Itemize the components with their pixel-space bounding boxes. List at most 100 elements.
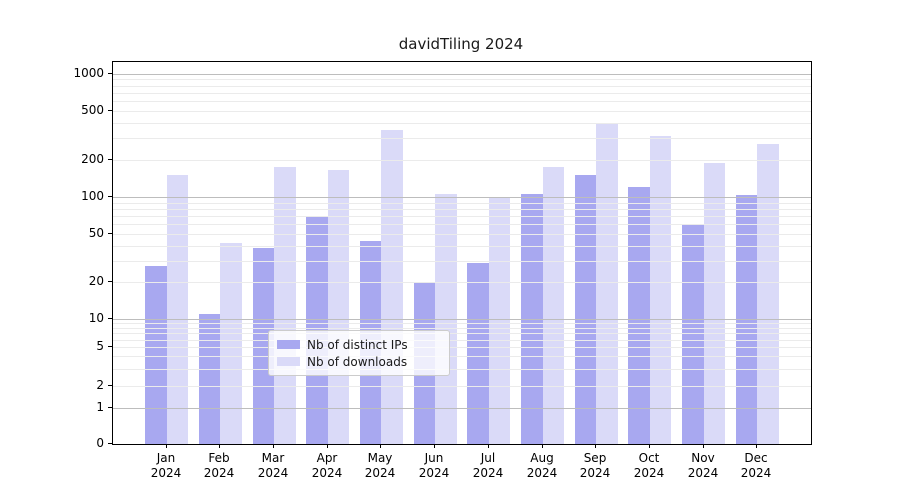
bar-distinct-ips-mar	[252, 248, 275, 444]
legend-label-distinct-ips: Nb of distinct IPs	[307, 337, 408, 352]
y-tick-mark	[108, 110, 112, 111]
gridline-minor	[113, 110, 811, 112]
plot-area	[112, 61, 812, 445]
x-tick-label-nov: Nov 2024	[687, 451, 719, 480]
gridline-minor	[113, 323, 811, 325]
gridline-minor	[113, 79, 811, 81]
bar-downloads-apr	[327, 170, 350, 444]
gridline-minor	[113, 122, 811, 124]
gridline-minor	[113, 233, 811, 235]
y-tick-label: 10	[88, 311, 104, 325]
x-tick-label-jan: Jan 2024	[150, 451, 182, 480]
x-tick-label-sep: Sep 2024	[579, 451, 611, 480]
x-tick-mark	[488, 444, 489, 448]
y-tick-label: 1000	[73, 66, 104, 80]
bar-downloads-aug	[542, 167, 565, 444]
gridline-minor	[113, 386, 811, 387]
y-tick-mark	[108, 407, 112, 408]
x-tick-label-aug: Aug 2024	[526, 451, 558, 480]
y-tick-mark	[108, 159, 112, 160]
bar-downloads-may	[381, 129, 403, 444]
gridline-minor	[113, 333, 811, 335]
bar-distinct-ips-jul	[467, 262, 489, 444]
y-tick-mark	[108, 233, 112, 234]
x-tick-label-jun: Jun 2024	[418, 451, 450, 480]
gridline-major	[113, 73, 811, 75]
x-tick-label-may: May 2024	[364, 451, 396, 480]
gridline-minor	[113, 282, 811, 284]
x-tick-mark	[703, 444, 704, 448]
bar-distinct-ips-oct	[628, 187, 650, 444]
x-tick-label-jul: Jul 2024	[472, 451, 504, 480]
bar-downloads-nov	[703, 162, 726, 444]
x-tick-label-apr: Apr 2024	[311, 451, 343, 480]
x-tick-mark	[434, 444, 435, 448]
gridline-minor	[113, 347, 811, 348]
y-tick-label: 0	[96, 436, 104, 450]
x-tick-mark	[542, 444, 543, 448]
y-tick-mark	[108, 346, 112, 347]
gridline-minor	[113, 92, 811, 94]
gridline-minor	[113, 138, 811, 140]
y-tick-label: 200	[81, 152, 104, 166]
y-tick-mark	[108, 443, 112, 444]
x-tick-mark	[219, 444, 220, 448]
gridline-minor	[113, 368, 811, 370]
y-tick-mark	[108, 73, 112, 74]
y-tick-label: 100	[81, 189, 104, 203]
x-tick-mark	[327, 444, 328, 448]
gridline-minor	[113, 245, 811, 247]
y-tick-mark	[108, 318, 112, 319]
bar-distinct-ips-sep	[574, 175, 597, 444]
gridline-minor	[113, 215, 811, 217]
chart-title: davidTiling 2024	[398, 35, 524, 53]
x-tick-label-dec: Dec 2024	[740, 451, 772, 480]
legend-swatch-distinct-ips	[277, 340, 300, 349]
legend-label-downloads: Nb of downloads	[307, 354, 408, 369]
bar-distinct-ips-feb	[198, 313, 221, 444]
legend: Nb of distinct IPs Nb of downloads	[268, 330, 450, 376]
x-tick-mark	[273, 444, 274, 448]
x-tick-mark	[166, 444, 167, 448]
gridline-minor	[113, 356, 811, 358]
gridline-minor	[113, 101, 811, 103]
legend-item-downloads: Nb of downloads	[277, 353, 441, 370]
x-tick-mark	[595, 444, 596, 448]
bar-downloads-jul	[488, 197, 511, 444]
x-tick-label-feb: Feb 2024	[203, 451, 235, 480]
bar-downloads-jan	[166, 175, 189, 444]
y-tick-mark	[108, 196, 112, 197]
y-tick-label: 5	[96, 339, 104, 353]
x-tick-mark	[756, 444, 757, 448]
y-tick-mark	[108, 385, 112, 386]
y-tick-mark	[108, 281, 112, 282]
gridline-major	[113, 197, 811, 198]
gridline-minor	[113, 202, 811, 204]
bar-downloads-sep	[596, 122, 618, 444]
bar-distinct-ips-jan	[145, 266, 167, 444]
gridline-minor	[113, 339, 811, 341]
gridline-minor	[113, 159, 811, 161]
gridline-minor	[113, 208, 811, 210]
gridline-major	[113, 319, 811, 320]
x-tick-mark	[380, 444, 381, 448]
bar-downloads-feb	[220, 242, 242, 444]
legend-item-distinct-ips: Nb of distinct IPs	[277, 336, 441, 353]
y-tick-label: 1	[96, 400, 104, 414]
x-tick-label-mar: Mar 2024	[257, 451, 289, 480]
bar-downloads-oct	[649, 136, 672, 444]
y-tick-label: 500	[81, 103, 104, 117]
gridline-minor	[113, 85, 811, 87]
y-tick-label: 2	[96, 378, 104, 392]
x-tick-label-oct: Oct 2024	[633, 451, 665, 480]
bar-downloads-dec	[757, 143, 779, 444]
x-tick-mark	[649, 444, 650, 448]
gridline-minor	[113, 260, 811, 262]
y-tick-label: 20	[88, 274, 104, 288]
legend-swatch-downloads	[277, 357, 300, 366]
gridline-minor	[113, 328, 811, 329]
y-tick-label: 50	[88, 226, 104, 240]
gridline-minor	[113, 224, 811, 226]
gridline-major	[113, 408, 811, 409]
